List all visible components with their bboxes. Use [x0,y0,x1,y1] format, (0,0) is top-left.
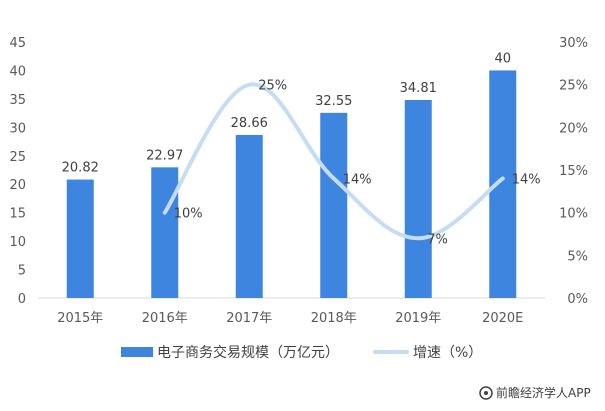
y-left-tick-label: 40 [9,64,26,79]
line-series [162,82,505,241]
y-left-tick-label: 15 [9,207,26,222]
line-value-label: 14% [343,173,372,188]
legend: 电子商务交易规模（万亿元） 增速（%） [121,344,482,361]
bar-value-label: 20.82 [62,161,99,176]
x-tick-label: 2015年 [57,311,103,326]
y-right-tick-label: 5% [567,249,588,264]
source-logo-icon [479,386,493,400]
x-tick-label: 2020E [482,311,523,326]
axes: 0 5 10 15 20 25 30 35 40 45 0% 5% 10% 15% 20% 25% 30% 201… [9,36,588,326]
y-left-tick-label: 45 [9,36,26,51]
y-right-tick-label: 10% [559,207,588,222]
source-logo-dot-icon [484,391,488,395]
x-tick-label: 2019年 [395,311,441,326]
bar-value-label: 34.81 [400,81,437,96]
y-left-tick-label: 35 [9,93,26,108]
bar-value-label: 28.66 [231,116,268,131]
line-value-label: 25% [258,79,287,94]
y-left-tick-label: 10 [9,235,26,250]
bar [235,134,263,298]
bar [151,167,179,298]
y-right-tick-label: 30% [559,36,588,51]
y-left-tick-label: 20 [9,178,26,193]
bar [320,112,348,299]
line-value-label: 10% [174,207,203,222]
y-left-tick-label: 5 [18,264,26,279]
y-left-tick-label: 0 [18,292,26,307]
legend-label-bar: 电子商务交易规模（万亿元） [157,344,339,361]
bar [404,99,432,298]
y-left-tick-label: 30 [9,121,26,136]
y-left-tick-label: 25 [9,150,26,165]
source: 前瞻经济学人APP [479,385,591,400]
x-tick-label: 2017年 [226,311,272,326]
data-labels: 20.82 22.97 28.66 32.55 34.81 40 10% 25% 14% 7% 14… [62,51,541,247]
line-value-label: 14% [512,173,541,188]
y-right-tick-label: 20% [559,121,588,136]
x-tick-label: 2016年 [142,311,188,326]
legend-swatch-bar [121,347,153,357]
growth-line [162,82,505,241]
line-value-label: 7% [427,232,448,247]
bar [66,179,94,298]
legend-label-line: 增速（%） [413,345,482,361]
bar-value-label: 32.55 [315,94,352,109]
y-right-tick-label: 25% [559,79,588,94]
bar-series [66,70,517,299]
bar-value-label: 22.97 [146,148,183,163]
y-right-tick-label: 0% [567,292,588,307]
x-tick-label: 2018年 [311,311,357,326]
source-text: 前瞻经济学人APP [496,385,591,400]
bar-value-label: 40 [494,51,511,66]
y-right-tick-label: 15% [559,164,588,179]
